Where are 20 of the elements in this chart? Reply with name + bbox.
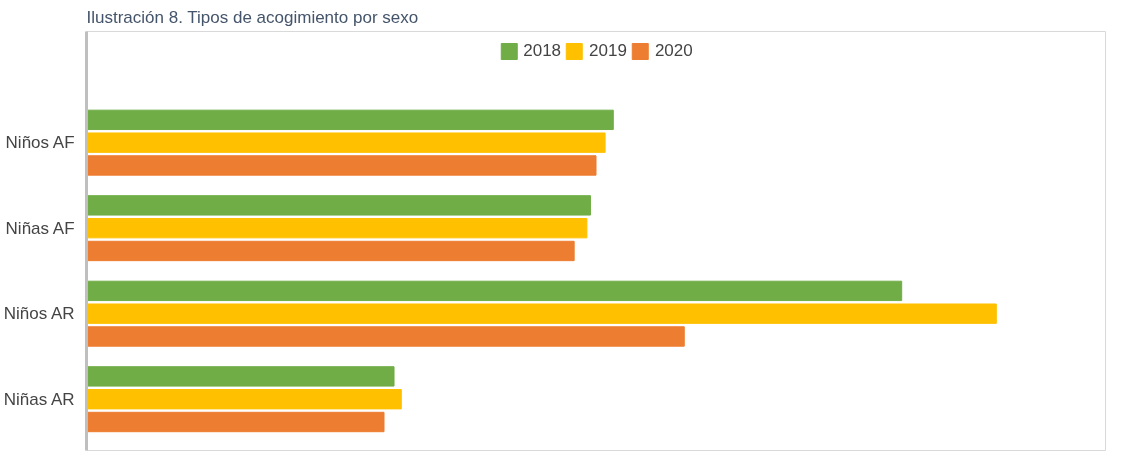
- bar: [86, 109, 614, 131]
- legend-label: 2020: [654, 41, 693, 61]
- y-tick-label: Niños AF: [5, 133, 75, 153]
- bar: [86, 240, 575, 262]
- bar: [86, 389, 402, 410]
- y-tick-label: Niños AR: [3, 304, 75, 324]
- y-tick-label: Niñas AR: [3, 389, 75, 409]
- legend-label: 2019: [589, 41, 627, 61]
- legend-label: 2018: [523, 41, 562, 61]
- bar: [86, 280, 903, 302]
- bar: [86, 303, 997, 324]
- bar: [86, 132, 606, 153]
- bar: [86, 195, 592, 216]
- bar: [86, 155, 597, 176]
- bar: [86, 326, 685, 347]
- y-tick-label: Niñas AF: [5, 218, 75, 238]
- bar: [86, 366, 395, 387]
- bar: [86, 217, 588, 239]
- bar: [86, 411, 385, 433]
- chart-title: Ilustración 8. Tipos de acogimiento por sexo: [86, 7, 419, 27]
